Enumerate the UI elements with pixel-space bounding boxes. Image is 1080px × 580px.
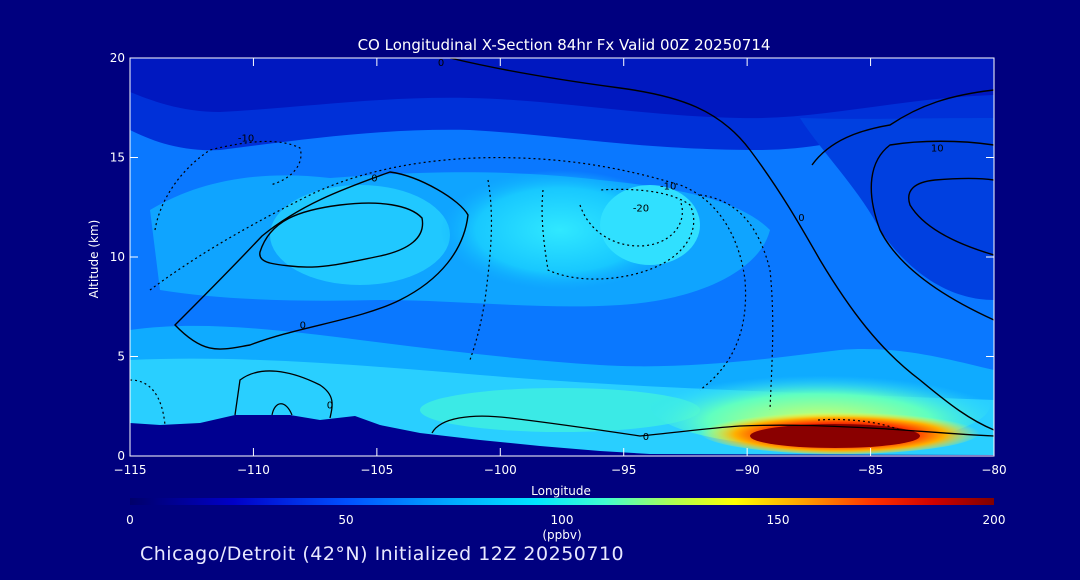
contour-zero-outer	[174, 171, 469, 350]
x-tick-label: −90	[734, 463, 759, 477]
y-tick-label: 0	[117, 449, 125, 463]
colorbar-tick-label: 100	[551, 513, 574, 527]
contour-zero-upper	[449, 58, 994, 431]
contour-label: 0	[371, 173, 377, 184]
terrain-mask	[130, 415, 994, 456]
footer-location-info: Chicago/Detroit (42°N) Initialized 12Z 2…	[140, 543, 625, 565]
co-concentration-field	[130, 58, 994, 456]
contour-label: -20	[633, 203, 649, 214]
contour-label: 0	[798, 213, 804, 224]
contour-zero-low	[234, 370, 333, 419]
contour-label: 0	[643, 432, 649, 443]
contour-label: 10	[931, 144, 944, 155]
x-tick-label: −80	[981, 463, 1006, 477]
contour-label: -10	[660, 181, 676, 192]
colorbar-tick-label: 0	[126, 513, 134, 527]
x-tick-label: −115	[114, 463, 147, 477]
contour-ten-upper	[811, 89, 994, 166]
contour-minus-ten-column	[469, 179, 493, 361]
x-tick-label: −110	[237, 463, 270, 477]
contour-zero-small	[271, 403, 293, 416]
x-axis: −115 −110 −105 −100 −95 −90 −85 −80	[114, 58, 1007, 477]
y-axis: 0 5 10 15 20	[110, 51, 994, 463]
x-tick-label: −100	[484, 463, 517, 477]
x-axis-label: Longitude	[531, 484, 591, 498]
colorbar	[130, 498, 994, 505]
y-tick-label: 20	[110, 51, 125, 65]
contour-ten-inner	[908, 177, 994, 256]
y-tick-label: 10	[110, 250, 125, 264]
x-tick-label: −105	[360, 463, 393, 477]
y-axis-label: Altitude (km)	[87, 220, 101, 299]
contour-ten-outer	[870, 140, 994, 321]
contour-minus-ten-west	[154, 140, 302, 231]
colorbar-tick-label: 150	[767, 513, 790, 527]
contour-zero-inner	[259, 202, 424, 268]
colorbar-tick-label: 50	[338, 513, 353, 527]
contour-minus-ten-surface	[130, 379, 166, 426]
contour-label: 0	[300, 321, 306, 332]
contour-label: -10	[238, 134, 254, 145]
chart-title: CO Longitudinal X-Section 84hr Fx Valid …	[358, 36, 771, 54]
contour-zero-plume	[431, 415, 994, 437]
contour-minus-twenty	[541, 188, 695, 280]
colorbar-tick-label: 200	[983, 513, 1006, 527]
contour-minus-ten-plume	[817, 418, 901, 431]
contour-label: 0	[327, 400, 333, 411]
colorbar-units: (ppbv)	[542, 528, 581, 542]
contour-minus-twenty-inner	[579, 199, 683, 247]
colorbar-ticks: 0 50 100 150 200	[126, 513, 1005, 527]
x-tick-label: −85	[858, 463, 883, 477]
y-tick-label: 15	[110, 151, 125, 165]
y-tick-label: 5	[117, 350, 125, 364]
x-tick-label: −95	[611, 463, 636, 477]
contour-label: 0	[438, 58, 444, 69]
contour-lines	[130, 58, 994, 437]
contour-labels: -10 0 0 0 0 0 -10 -20 0 10	[238, 58, 944, 443]
